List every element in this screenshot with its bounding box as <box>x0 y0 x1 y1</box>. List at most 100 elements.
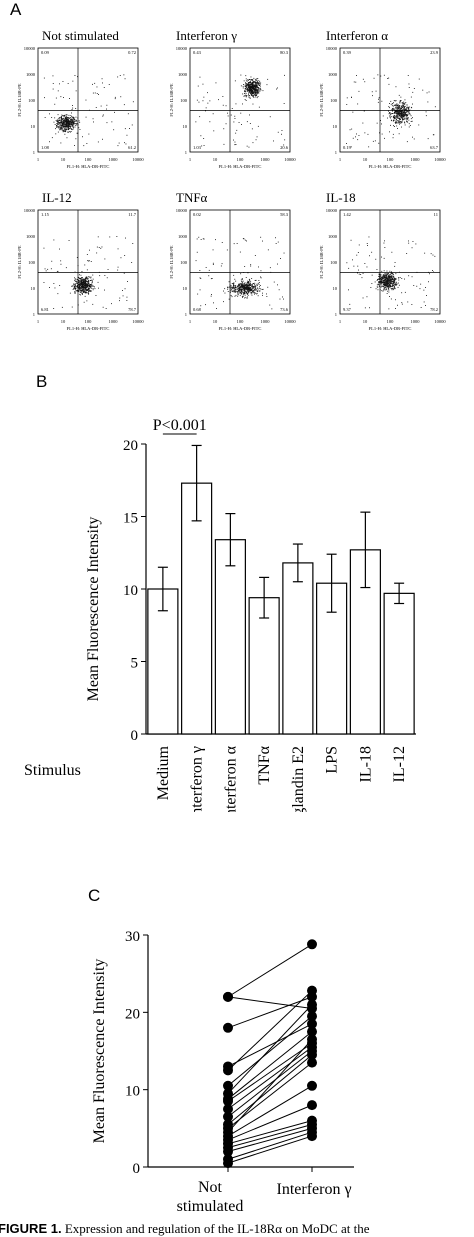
event-dot <box>72 119 74 121</box>
event-dot <box>396 281 397 283</box>
event-dot <box>391 276 393 278</box>
event-dot <box>240 74 242 76</box>
event-dot <box>386 280 388 282</box>
event-dot <box>406 121 407 123</box>
event-dot <box>71 109 73 110</box>
event-dot <box>394 282 396 284</box>
event-dot <box>117 145 119 147</box>
event-dot <box>122 290 123 291</box>
event-dot <box>408 110 410 112</box>
event-dot <box>83 281 85 283</box>
event-dot <box>88 289 90 290</box>
event-dot <box>257 290 258 292</box>
event-dot <box>252 81 254 83</box>
event-dot <box>62 124 64 126</box>
event-dot <box>52 75 54 77</box>
event-dot <box>253 86 255 88</box>
event-dot <box>247 272 249 274</box>
event-dot <box>402 111 404 113</box>
event-dot <box>401 303 403 305</box>
event-dot <box>256 80 258 82</box>
panel-b-letter: B <box>36 372 48 391</box>
event-dot <box>408 117 409 119</box>
event-dot <box>377 278 379 280</box>
event-dot <box>62 128 63 130</box>
event-dot <box>395 106 397 108</box>
event-dot <box>198 101 200 103</box>
event-dot <box>79 284 81 286</box>
event-dot <box>88 287 90 289</box>
event-dot <box>412 136 413 138</box>
event-dot <box>391 104 393 106</box>
event-dot <box>43 282 45 283</box>
event-dot <box>82 282 84 283</box>
event-dot <box>84 264 86 266</box>
event-dot <box>244 84 246 86</box>
event-dot <box>86 292 88 294</box>
event-dot <box>87 281 89 283</box>
event-dot <box>394 278 396 280</box>
event-dot <box>239 294 241 296</box>
event-dot <box>200 305 202 307</box>
event-dot <box>379 132 380 134</box>
event-dot <box>101 78 103 80</box>
event-dot <box>68 126 70 127</box>
event-dot <box>277 263 278 265</box>
event-dot <box>393 105 395 106</box>
event-dot <box>392 105 394 107</box>
event-dot <box>80 280 82 282</box>
event-dot <box>383 285 385 287</box>
event-dot <box>389 284 390 285</box>
event-dot <box>395 111 397 113</box>
event-dot <box>69 292 71 294</box>
event-dot <box>212 249 214 251</box>
event-dot <box>385 289 387 291</box>
quadrant-ll-label: 9.37 <box>343 307 352 312</box>
event-dot <box>247 290 249 292</box>
event-dot <box>399 101 401 102</box>
event-dot <box>86 280 87 282</box>
event-dot <box>243 286 244 288</box>
event-dot <box>351 128 353 130</box>
event-dot <box>256 83 257 85</box>
quadrant-ul-label: 0.43 <box>193 50 202 55</box>
event-dot <box>249 88 251 90</box>
event-dot <box>225 123 227 125</box>
event-dot <box>386 283 388 284</box>
event-dot <box>60 142 62 144</box>
event-dot <box>116 236 118 237</box>
event-dot <box>260 82 262 84</box>
event-dot <box>126 300 128 301</box>
event-dot <box>85 277 87 279</box>
event-dot <box>68 124 70 126</box>
event-dot <box>79 285 81 287</box>
event-dot <box>132 101 134 103</box>
event-dot <box>86 300 88 302</box>
event-dot <box>83 280 84 282</box>
event-dot <box>411 120 413 122</box>
event-dot <box>59 129 61 131</box>
event-dot <box>246 293 248 294</box>
event-dot <box>74 291 75 293</box>
event-dot <box>250 293 252 295</box>
event-dot <box>257 87 259 88</box>
event-dot <box>250 90 252 92</box>
quadrant-ll-label: 1.03 <box>193 145 202 150</box>
event-dot <box>197 85 199 87</box>
event-dot <box>65 120 67 122</box>
event-dot <box>254 90 256 92</box>
event-dot <box>251 85 253 86</box>
event-dot <box>79 288 81 289</box>
event-dot <box>391 281 393 283</box>
event-dot <box>86 281 88 282</box>
event-dot <box>251 83 253 84</box>
event-dot <box>395 284 396 285</box>
event-dot <box>246 283 247 285</box>
event-dot <box>256 293 258 295</box>
event-dot <box>79 281 81 283</box>
event-dot <box>377 279 378 280</box>
event-dot <box>386 275 388 276</box>
event-dot <box>241 286 243 288</box>
event-dot <box>410 96 412 98</box>
event-dot <box>60 123 62 125</box>
